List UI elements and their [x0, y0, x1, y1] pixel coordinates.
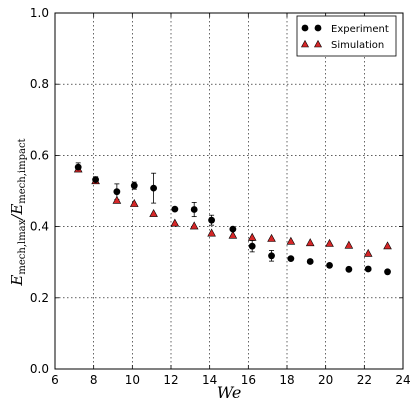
simulation-point [286, 236, 296, 245]
experiment-point [74, 163, 82, 171]
legend-box [296, 15, 397, 57]
x-tick-label: 6 [51, 373, 59, 387]
simulation-point [189, 221, 199, 230]
simulation-point [170, 218, 180, 227]
x-tick-label: 16 [241, 373, 256, 387]
x-tick-label: 10 [125, 373, 140, 387]
simulation-point [129, 198, 139, 207]
experiment-point [113, 188, 121, 196]
experiment-point [287, 255, 295, 263]
y-label-main-den: E [8, 204, 26, 216]
y-tick-label: 0.0 [30, 362, 49, 376]
x-tick-label: 24 [395, 373, 410, 387]
simulation-point [228, 230, 238, 239]
legend-marker-experiment-2 [314, 24, 322, 32]
x-tick-label: 12 [163, 373, 178, 387]
simulation-point [267, 233, 276, 242]
y-tick-label: 0.2 [30, 291, 49, 305]
experiment-point [208, 216, 216, 224]
simulation-point [305, 238, 315, 247]
experiment-point [150, 184, 158, 192]
experiment-point [92, 176, 99, 184]
experiment-point [229, 225, 237, 233]
experiment-point [306, 258, 314, 265]
legend-marker-experiment [301, 24, 309, 32]
plot-area: 6 8 10 12 14 16 18 20 22 24 0.0 0.2 0.4 0.6 0.8 1.0 [30, 6, 411, 387]
simulation-point [207, 228, 216, 237]
experiment-point [248, 242, 256, 250]
legend-label-experiment: Experiment [331, 24, 389, 35]
simulation-point [383, 241, 392, 250]
legend-marker-simulation [300, 39, 310, 48]
x-tick-label: 22 [357, 373, 372, 387]
axis-ticks [54, 12, 404, 370]
y-label-sub-den: mech,impact [17, 138, 28, 203]
y-tick-label: 1.0 [30, 6, 49, 20]
y-axis-label: Emech,lmax/Emech,impact [8, 138, 28, 286]
simulation-point [149, 208, 158, 217]
svg-text:Emech,lmax/Emech,impact: Emech,lmax/Emech,impact [8, 138, 28, 286]
x-tick-label: 18 [279, 373, 294, 387]
tick-labels: 6 8 10 12 14 16 18 20 22 24 0.0 0.2 0.4 0.6 0.8 1.0 [30, 6, 411, 387]
x-tick-label: 8 [90, 373, 98, 387]
y-label-sub-num: mech,lmax [17, 219, 28, 274]
experiment-point [171, 205, 179, 213]
plot-frame [54, 12, 404, 370]
experiment-point [326, 262, 333, 269]
simulation-point [363, 248, 373, 257]
experiment-point [190, 206, 198, 213]
y-tick-label: 0.6 [30, 148, 49, 162]
experiment-point [268, 252, 275, 260]
simulation-point [247, 232, 257, 241]
y-label-main-num: E [8, 275, 26, 287]
simulation-point [344, 240, 354, 249]
data-points [73, 163, 392, 276]
experiment-point [345, 265, 353, 273]
legend: Experiment Simulation [296, 15, 397, 57]
x-tick-label: 20 [318, 373, 333, 387]
experiment-point [384, 268, 391, 276]
simulation-point [112, 195, 122, 204]
legend-marker-simulation-2 [313, 39, 323, 48]
y-tick-label: 0.4 [30, 220, 49, 234]
x-axis-label: We [217, 383, 242, 402]
gridlines [55, 13, 403, 369]
legend-label-simulation: Simulation [331, 40, 384, 51]
experiment-point [130, 182, 138, 190]
simulation-point [325, 238, 334, 247]
y-tick-label: 0.8 [30, 77, 49, 91]
x-tick-label: 14 [202, 373, 217, 387]
experiment-point [364, 265, 372, 273]
